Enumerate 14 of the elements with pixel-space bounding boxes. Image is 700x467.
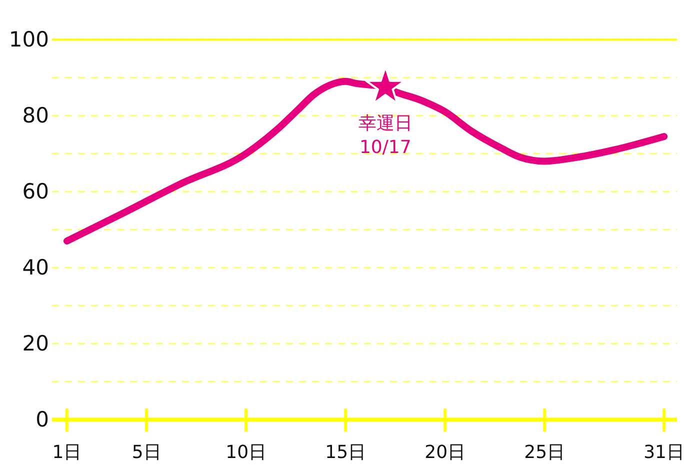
x-tick-label: 31日 [644,442,685,463]
y-tick-label: 20 [22,331,49,356]
y-tick-label: 0 [36,407,49,432]
y-tick-label: 40 [22,255,49,280]
x-tick-label: 25日 [524,442,566,463]
x-tick-label: 5日 [132,442,162,463]
annotation: 幸運日 10/17 [358,113,412,158]
y-tick-label: 80 [22,103,49,128]
x-tick-label: 10日 [226,442,267,463]
x-tick-label: 1日 [52,442,82,463]
y-tick-label: 60 [22,179,49,204]
y-tick-label: 100 [8,27,49,52]
x-tick-label: 15日 [325,442,366,463]
x-tick-label: 20日 [424,442,466,463]
